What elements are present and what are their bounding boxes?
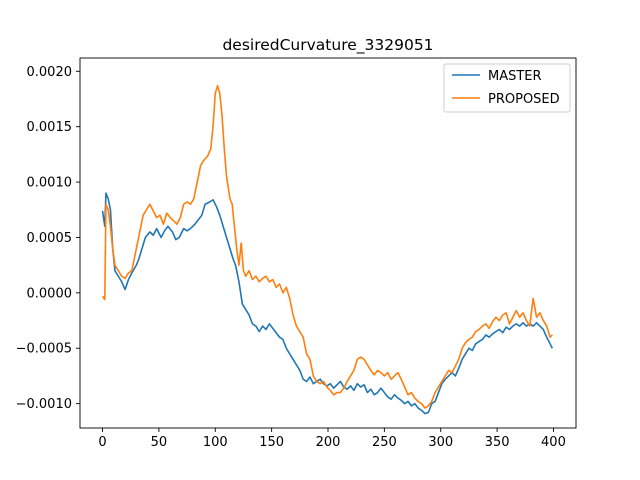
chart-title: desiredCurvature_3329051	[222, 36, 433, 55]
y-tick-label: −0.0010	[16, 397, 72, 412]
x-tick-label: 50	[151, 435, 168, 450]
legend-box	[443, 63, 571, 113]
y-tick-label: 0.0020	[27, 65, 73, 80]
legend-label-master: MASTER	[488, 69, 542, 84]
y-tick-label: 0.0015	[27, 120, 73, 135]
y-tick-label: −0.0005	[16, 342, 72, 357]
y-tick-label: 0.0010	[27, 176, 73, 191]
y-axis: 0.0020 0.0015 0.0010 0.0005 0.0000 −0.0005 −0.…	[16, 65, 80, 412]
y-tick-label: 0.0005	[27, 231, 73, 246]
x-axis: 0 50 100 150 200 250 300 350 400	[98, 428, 566, 450]
x-tick-label: 200	[316, 435, 341, 450]
x-tick-label: 250	[372, 435, 397, 450]
x-tick-label: 150	[259, 435, 284, 450]
y-tick-label: 0.0000	[27, 286, 73, 301]
legend: MASTER PROPOSED	[443, 63, 571, 113]
x-tick-label: 100	[203, 435, 228, 450]
series-line-proposed	[101, 84, 553, 409]
legend-label-proposed: PROPOSED	[488, 92, 560, 107]
x-tick-label: 300	[428, 435, 453, 450]
x-tick-label: 400	[541, 435, 566, 450]
x-tick-label: 350	[485, 435, 510, 450]
x-tick-label: 0	[98, 435, 106, 450]
series-layer	[101, 84, 554, 415]
